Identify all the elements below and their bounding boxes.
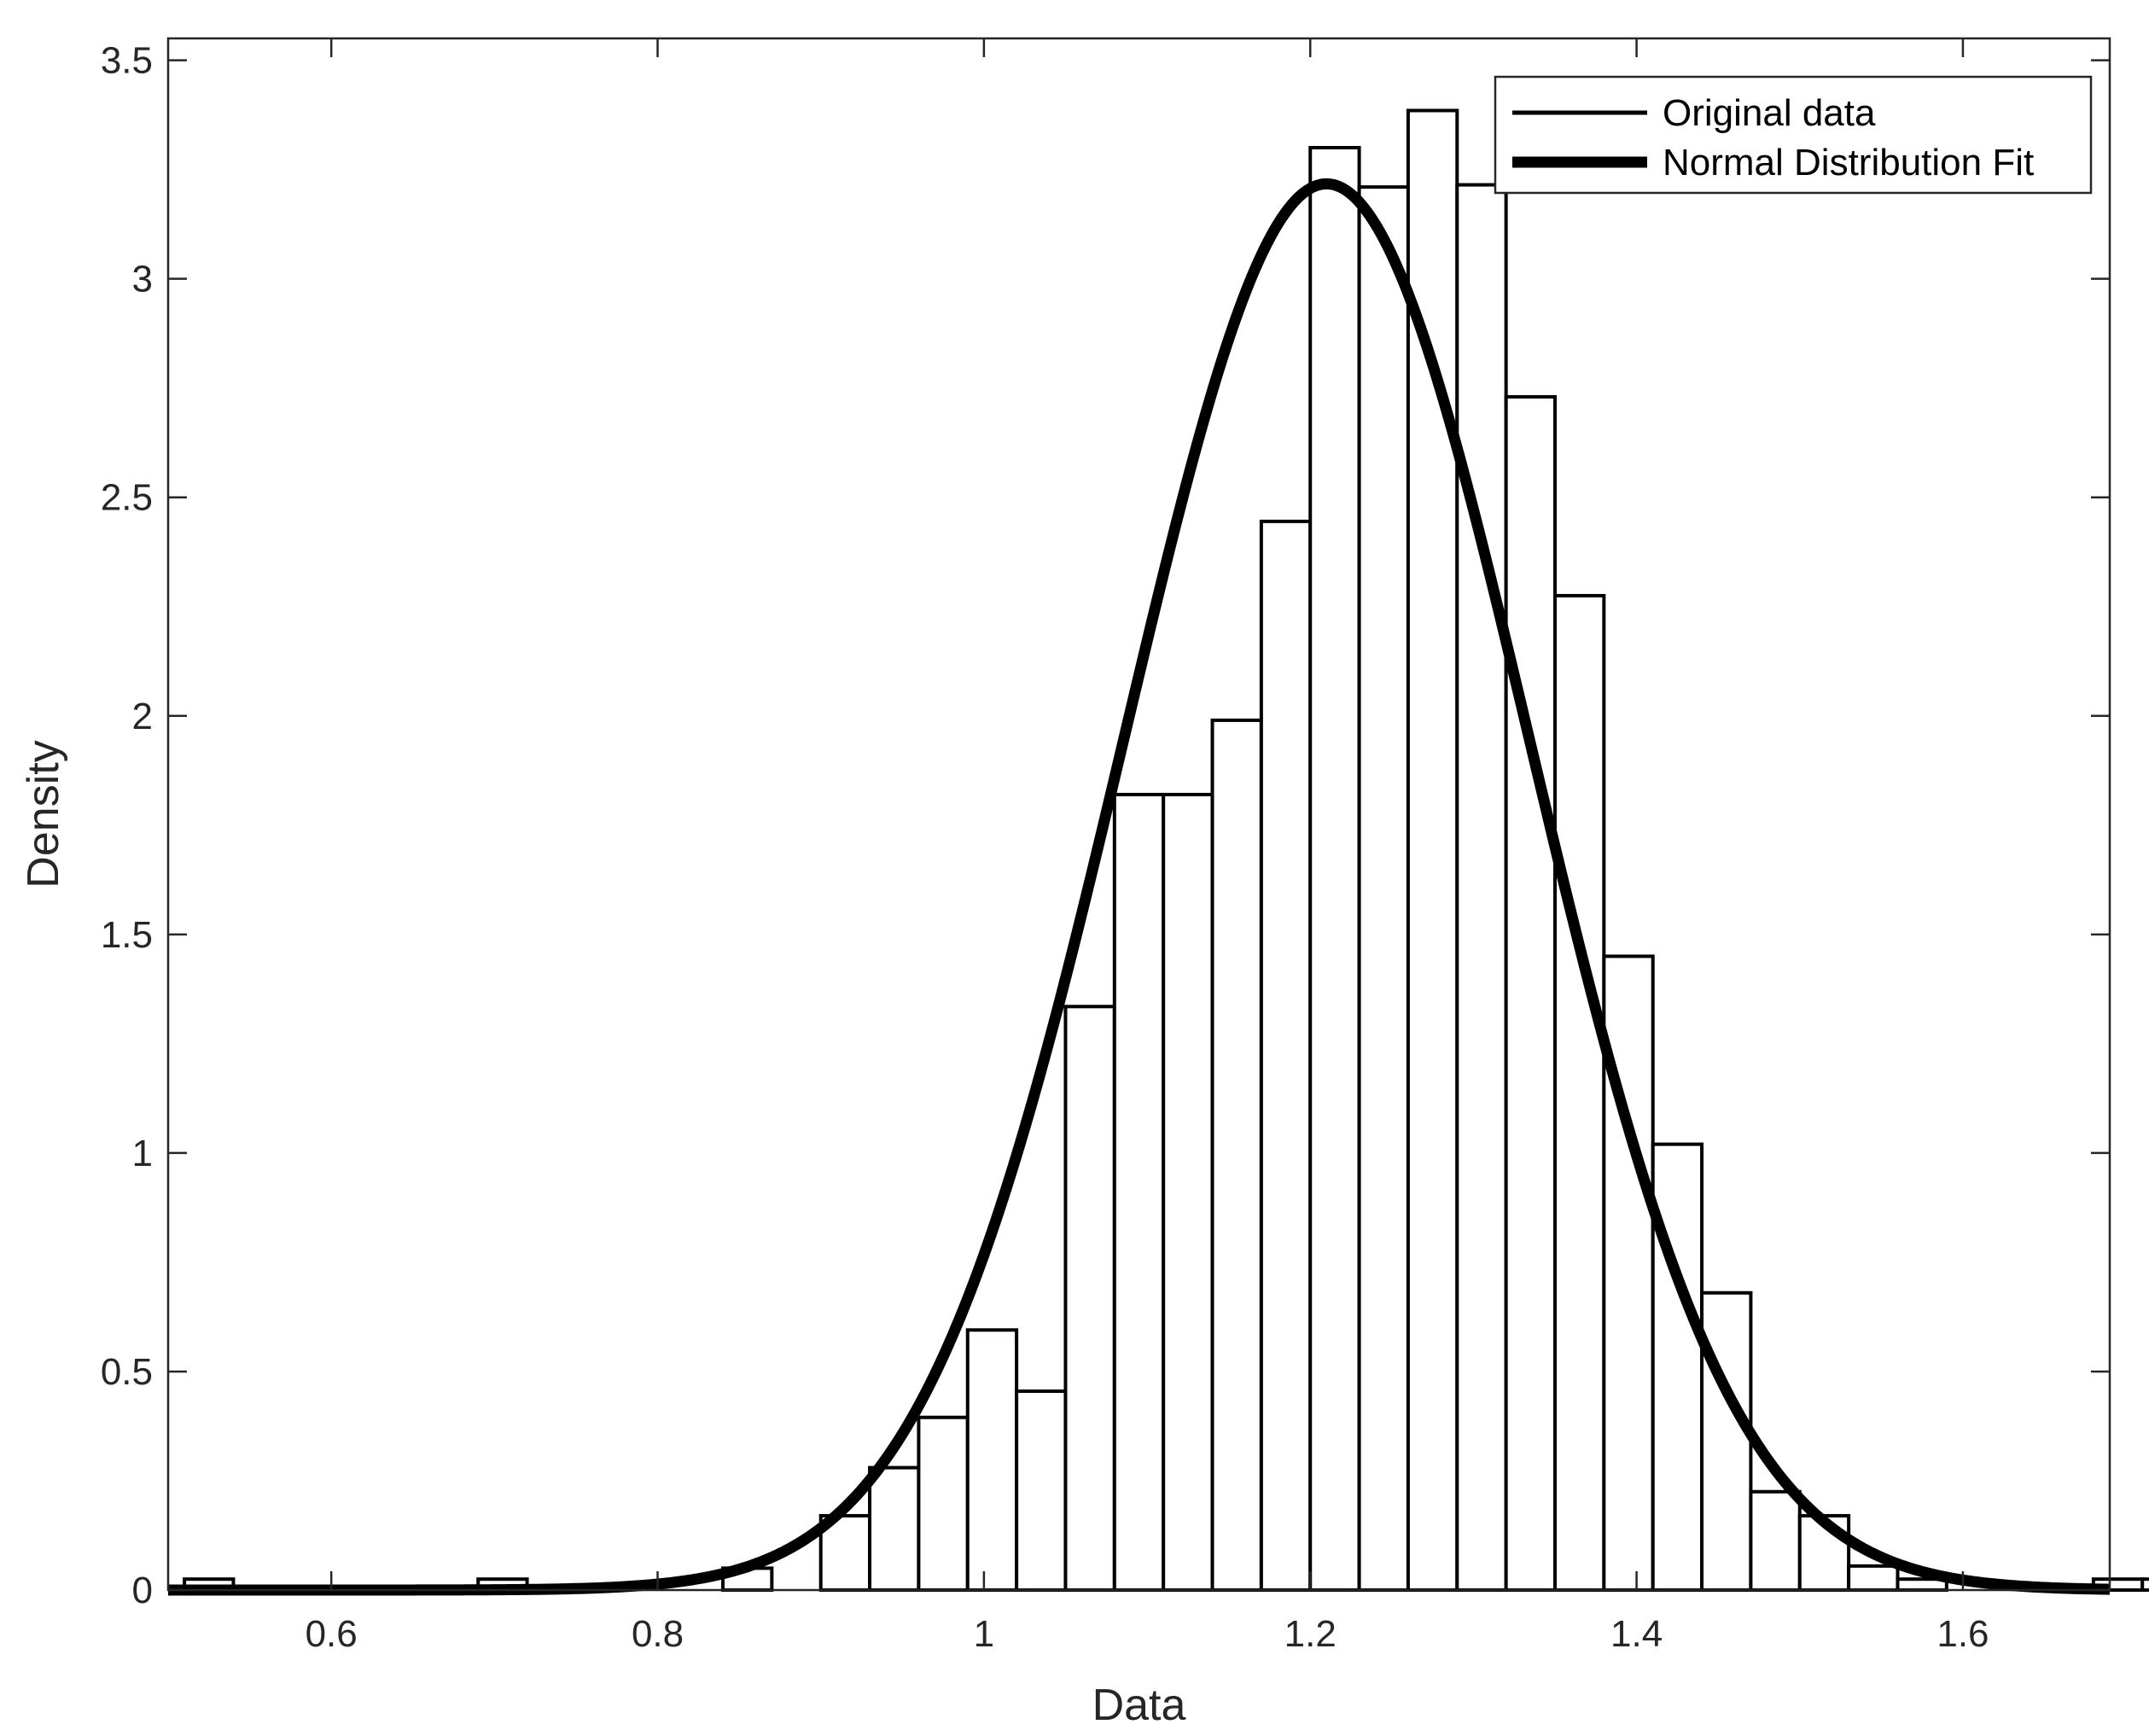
histogram-bar xyxy=(1700,1290,1753,1593)
x-tick-label: 1.4 xyxy=(1610,1613,1663,1655)
y-tick-label: 3.5 xyxy=(101,40,153,82)
histogram-bar xyxy=(1749,1489,1802,1593)
y-tick-label: 2 xyxy=(132,696,153,737)
x-axis-label: Data xyxy=(1092,1681,1186,1730)
histogram-bar xyxy=(1112,792,1166,1592)
histogram-bar xyxy=(1455,183,1508,1592)
y-tick-label: 3 xyxy=(132,259,153,300)
histogram-bar xyxy=(1553,593,1606,1593)
histogram-bar xyxy=(1357,185,1410,1593)
histogram-bar xyxy=(1504,394,1558,1593)
x-tick-labels: 0.6 0.8 1 1.2 1.4 1.6 xyxy=(306,1613,1989,1655)
histogram-bar xyxy=(1063,1005,1116,1592)
y-tick-label: 1.5 xyxy=(101,914,153,956)
histogram-bar xyxy=(868,1465,921,1592)
legend-box xyxy=(1494,75,2093,195)
x-tick-label: 0.6 xyxy=(306,1613,358,1655)
histogram-bar xyxy=(2140,1577,2149,1592)
histogram-bar xyxy=(1259,519,1313,1592)
x-tick-label: 1.6 xyxy=(1936,1613,1989,1655)
axes-box xyxy=(166,37,2111,1592)
y-tick-label: 1 xyxy=(132,1133,153,1174)
x-tick-label: 0.8 xyxy=(632,1613,684,1655)
histogram-bar xyxy=(1651,1142,1704,1592)
histogram-bar xyxy=(917,1415,970,1592)
x-tick-label: 1.2 xyxy=(1284,1613,1337,1655)
y-axis-label: Density xyxy=(19,740,68,888)
axis-ticks xyxy=(168,38,2110,1592)
histogram-bar xyxy=(1210,718,1263,1592)
histogram-bar xyxy=(1015,1389,1068,1593)
histogram-bar xyxy=(1847,1564,1900,1593)
histogram-bar xyxy=(965,1328,1019,1592)
y-tick-labels: 0 0.5 1 1.5 2 2.5 3 3.5 xyxy=(101,40,153,1611)
histogram-bars xyxy=(183,108,2149,1593)
y-tick-label: 0 xyxy=(132,1570,153,1611)
y-tick-label: 0.5 xyxy=(101,1351,153,1393)
histogram-bar xyxy=(1308,146,1361,1592)
legend-label-normal-fit: Normal Distribution Fit xyxy=(1663,142,2034,184)
histogram-bar xyxy=(1406,108,1459,1593)
legend: Original data Normal Distribution Fit xyxy=(1494,75,2093,195)
y-tick-label: 2.5 xyxy=(101,477,153,519)
legend-label-original-data: Original data xyxy=(1663,92,1876,134)
x-tick-label: 1 xyxy=(974,1613,994,1655)
histogram-bar xyxy=(1162,792,1214,1592)
